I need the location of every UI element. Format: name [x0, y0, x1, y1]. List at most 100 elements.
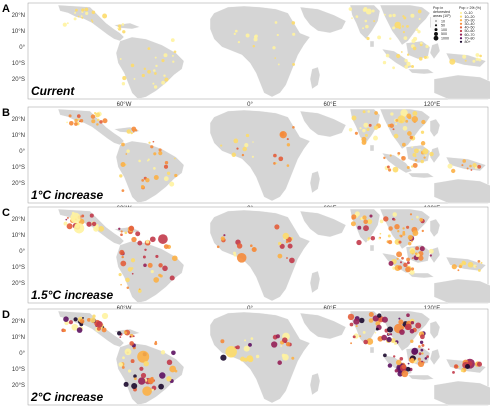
population-point — [128, 225, 135, 232]
population-point — [395, 118, 399, 122]
population-point — [399, 261, 403, 264]
arabia-land — [299, 6, 347, 34]
population-point — [397, 265, 403, 270]
population-point — [411, 257, 414, 259]
population-point — [368, 312, 374, 317]
population-point — [81, 214, 85, 218]
population-point — [382, 60, 387, 65]
population-point — [406, 225, 410, 229]
south-america-land — [115, 240, 185, 304]
y-tick-label: 0° — [19, 45, 25, 51]
y-tick-label: 20°S — [12, 383, 25, 389]
population-point — [410, 64, 415, 69]
population-point — [216, 245, 220, 249]
population-point — [383, 156, 386, 160]
population-point — [385, 53, 390, 58]
population-point — [416, 215, 419, 219]
population-point — [406, 313, 410, 318]
population-point — [351, 115, 357, 121]
population-point — [101, 327, 107, 333]
population-point — [412, 162, 418, 168]
population-point — [421, 343, 425, 347]
population-point — [93, 226, 99, 232]
population-point — [398, 317, 401, 320]
population-point — [131, 272, 134, 275]
population-point — [406, 25, 409, 28]
population-point — [74, 8, 78, 12]
population-point — [373, 20, 376, 23]
population-point — [388, 261, 394, 266]
population-point — [91, 119, 96, 124]
population-point — [125, 277, 130, 283]
population-point — [476, 361, 483, 367]
population-point — [78, 120, 81, 123]
population-point — [76, 327, 83, 333]
size-legend-dot — [435, 20, 437, 22]
population-point — [406, 62, 411, 66]
population-point — [473, 264, 477, 268]
population-point — [472, 59, 476, 63]
population-point — [390, 338, 396, 343]
population-point — [170, 38, 175, 43]
population-point — [86, 221, 92, 227]
population-point — [461, 164, 464, 167]
population-point — [147, 47, 151, 50]
population-point — [401, 25, 404, 28]
size-legend-title: Pop in — [433, 6, 443, 10]
population-point — [396, 251, 403, 258]
color-legend-dot — [459, 40, 463, 43]
population-point — [379, 219, 384, 224]
population-point — [417, 357, 421, 361]
population-point — [143, 67, 147, 71]
population-point — [271, 341, 278, 348]
population-point — [393, 218, 396, 221]
sumatra-land — [381, 152, 413, 174]
population-point — [422, 148, 429, 155]
population-point — [378, 337, 381, 340]
population-point — [292, 32, 296, 36]
population-point — [70, 212, 81, 224]
color-legend-dot — [459, 33, 463, 36]
population-point — [349, 322, 354, 327]
population-point — [245, 133, 250, 138]
population-point — [406, 261, 410, 265]
population-point — [478, 58, 482, 62]
population-point — [418, 345, 421, 348]
population-point — [272, 46, 276, 50]
population-point — [363, 122, 369, 128]
population-point — [130, 63, 135, 68]
population-point — [81, 8, 85, 12]
population-point — [388, 168, 392, 172]
population-point — [406, 166, 410, 169]
population-point — [274, 21, 278, 24]
australia-land — [433, 74, 490, 100]
population-point — [278, 241, 282, 246]
population-point — [252, 44, 256, 48]
color-legend-label: 0–10 — [465, 11, 473, 15]
population-point — [421, 229, 424, 233]
population-point — [289, 257, 295, 264]
population-point — [63, 221, 68, 226]
population-point — [348, 128, 353, 132]
population-point — [274, 224, 280, 230]
population-point — [477, 164, 482, 169]
population-point — [421, 119, 426, 125]
population-point — [399, 357, 404, 361]
population-point — [153, 277, 160, 283]
population-point — [427, 348, 430, 351]
population-point — [386, 336, 392, 343]
population-points — [62, 7, 482, 89]
population-point — [161, 80, 165, 85]
population-point — [140, 372, 147, 379]
population-point — [415, 322, 422, 329]
y-tick-label: 0° — [19, 351, 25, 357]
population-point — [159, 372, 166, 379]
color-legend-dot — [459, 11, 463, 15]
africa-land — [209, 5, 311, 98]
map-panel-a: 20°N 10°N 0° 10°S 20°S 60°W 0° 60°E 120°E A Curren… — [2, 2, 490, 108]
population-point — [400, 109, 408, 117]
population-point — [138, 159, 141, 163]
population-point — [71, 323, 79, 331]
color-legend-dot — [459, 26, 463, 29]
population-point — [403, 262, 408, 268]
